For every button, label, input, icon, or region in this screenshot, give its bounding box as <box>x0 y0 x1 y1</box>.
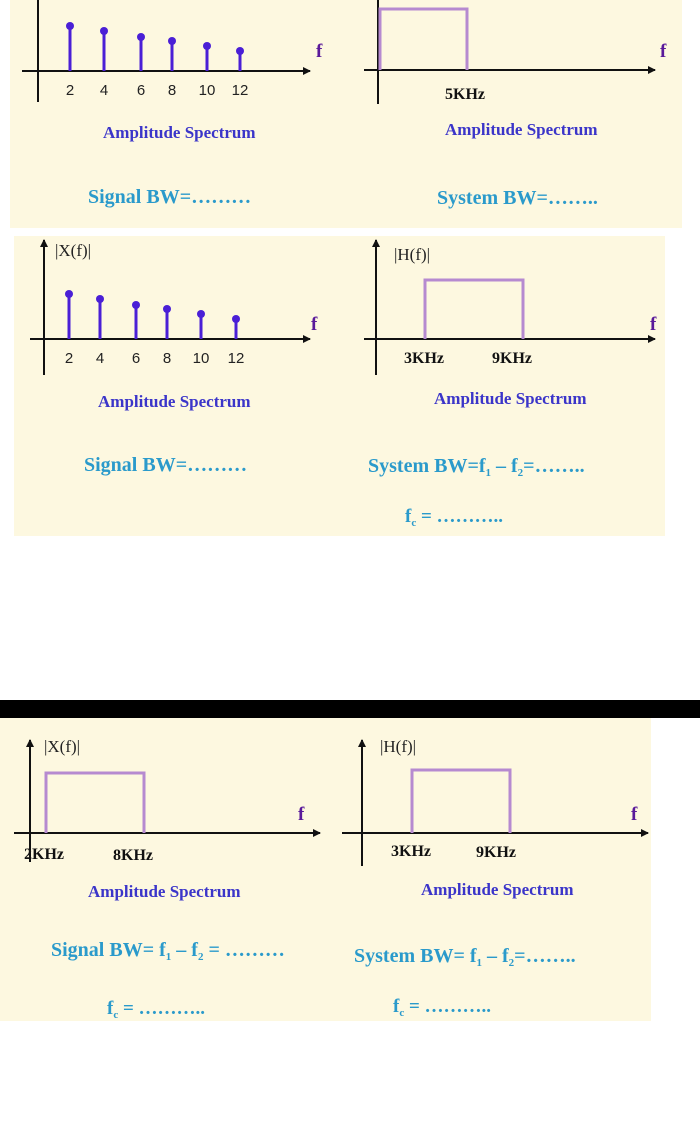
s2-signal-bw: Signal BW=……… <box>84 454 247 476</box>
s2-signal-plot: |X(f)| 2 4 6 8 10 12 f Amplitude Spectrum Sig… <box>30 239 318 476</box>
spectral-line-dot <box>232 315 240 323</box>
s1-signal-tick-labels: 2 4 6 8 10 12 <box>66 82 249 99</box>
spectral-line-dot <box>132 301 140 309</box>
tick-label: 8 <box>163 350 171 367</box>
s3-signal-f-label: f <box>298 804 305 825</box>
s1-system-f-label: f <box>660 41 667 62</box>
s1-system-plot: 5KHz f Amplitude Spectrum System BW=…….. <box>364 0 667 209</box>
spectral-line-dot <box>168 37 176 45</box>
tick-label: 12 <box>228 350 245 367</box>
s2-system-box <box>423 278 525 339</box>
panel-section-2 <box>14 236 665 536</box>
s3-signal-plot: |X(f)| 2KHz 8KHz f Amplitude Spectrum Si… <box>14 737 321 1021</box>
s3-signal-box <box>44 771 146 833</box>
s2-system-f-label: f <box>650 314 657 335</box>
s1-signal-plot: 2 4 6 8 10 12 f Amplitude Spectrum Signal BW=… <box>22 0 323 208</box>
tick-label: 6 <box>132 350 140 367</box>
s1-system-caption: Amplitude Spectrum <box>445 120 598 139</box>
s3-system-tick-high: 9KHz <box>476 844 516 861</box>
s3-system-f-label: f <box>631 804 638 825</box>
s3-system-plot: |H(f)| 3KHz 9KHz f Amplitude Spectrum Sy… <box>342 737 649 1019</box>
s1-signal-stems <box>66 22 244 71</box>
s2-system-y-label: |H(f)| <box>394 245 430 264</box>
spectral-line-dot <box>163 305 171 313</box>
spectral-line-dot <box>100 27 108 35</box>
s3-system-caption: Amplitude Spectrum <box>421 880 574 899</box>
s3-signal-bw: Signal BW= f1 – f2 = ……… <box>51 939 285 963</box>
tick-label: 4 <box>96 350 104 367</box>
tick-label: 12 <box>232 82 249 99</box>
s1-system-bw: System BW=…….. <box>437 187 598 209</box>
tick-label: 4 <box>100 82 108 99</box>
s2-system-tick-high: 9KHz <box>492 350 532 367</box>
spectral-line-dot <box>137 33 145 41</box>
s3-signal-tick-high: 8KHz <box>113 847 153 864</box>
s1-system-box <box>378 7 469 70</box>
spectral-line-dot <box>65 290 73 298</box>
s3-signal-caption: Amplitude Spectrum <box>88 882 241 901</box>
s2-signal-f-label: f <box>311 314 318 335</box>
s2-system-bw: System BW=f1 – f2=…….. <box>368 455 585 479</box>
s3-signal-tick-low: 2KHz <box>24 846 64 863</box>
tick-label: 8 <box>168 82 176 99</box>
s2-system-caption: Amplitude Spectrum <box>434 389 587 408</box>
s1-signal-f-label: f <box>316 41 323 62</box>
spectral-line-dot <box>66 22 74 30</box>
s3-system-fc: fc = ……….. <box>393 996 491 1019</box>
s3-system-box <box>410 768 512 833</box>
panel-section-3 <box>0 718 651 1021</box>
s3-system-y-label: |H(f)| <box>380 737 416 756</box>
tick-label: 2 <box>65 350 73 367</box>
s1-signal-bw: Signal BW=……… <box>88 186 251 208</box>
black-divider-band <box>0 700 700 718</box>
tick-label: 6 <box>137 82 145 99</box>
tick-label: 10 <box>199 82 216 99</box>
s3-signal-y-label: |X(f)| <box>44 737 80 756</box>
s3-system-bw: System BW= f1 – f2=…….. <box>354 945 576 969</box>
tick-label: 10 <box>193 350 210 367</box>
s2-signal-tick-labels: 2 4 6 8 10 12 <box>65 350 245 367</box>
s2-system-plot: |H(f)| 3KHz 9KHz f Amplitude Spectrum Sy… <box>364 239 657 529</box>
s3-system-tick-low: 3KHz <box>391 843 431 860</box>
s3-signal-fc: fc = ……….. <box>107 998 205 1021</box>
s2-system-fc: fc = ……….. <box>405 506 503 529</box>
tick-label: 2 <box>66 82 74 99</box>
s2-signal-y-label: |X(f)| <box>55 241 91 260</box>
spectral-line-dot <box>96 295 104 303</box>
spectral-line-dot <box>236 47 244 55</box>
s2-system-tick-low: 3KHz <box>404 350 444 367</box>
s2-signal-stems <box>65 290 240 339</box>
s2-signal-caption: Amplitude Spectrum <box>98 392 251 411</box>
spectral-line-dot <box>203 42 211 50</box>
s1-system-tick-5khz: 5KHz <box>445 86 485 103</box>
spectral-line-dot <box>197 310 205 318</box>
s1-signal-caption: Amplitude Spectrum <box>103 123 256 142</box>
panel-section-1 <box>10 0 682 228</box>
